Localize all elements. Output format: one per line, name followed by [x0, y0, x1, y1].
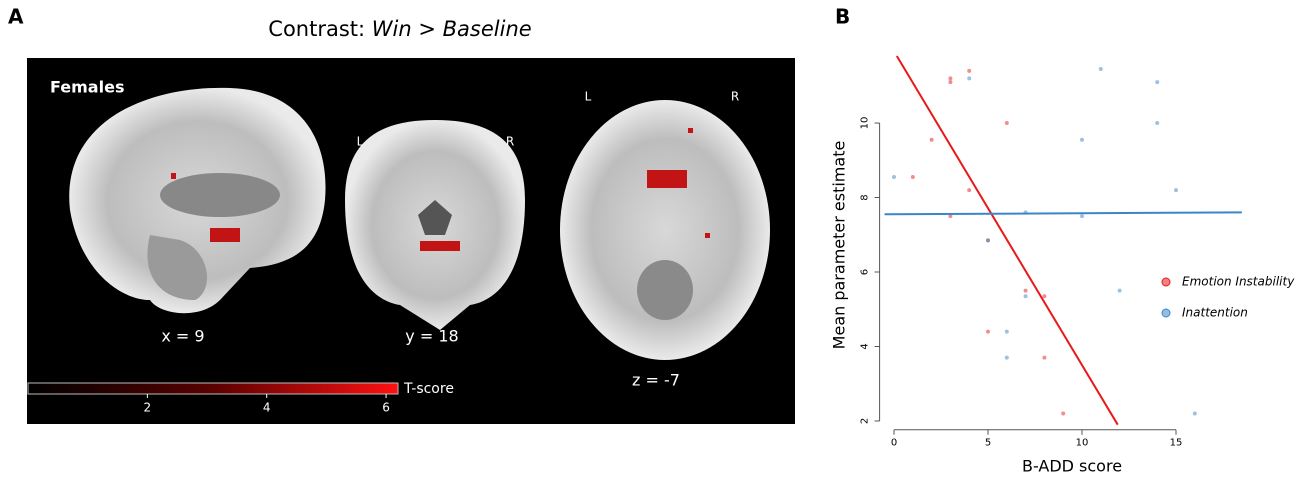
brain-coronal: [345, 120, 525, 330]
data-point: [1023, 288, 1028, 293]
brain-sagittal: [69, 87, 326, 314]
data-point: [1192, 411, 1197, 416]
legend-label: Inattention: [1182, 306, 1248, 320]
data-point: [1042, 294, 1047, 299]
data-point: [1042, 355, 1047, 360]
data-point: [929, 137, 934, 142]
data-point: [948, 76, 953, 81]
y-tick-label: 8: [860, 194, 871, 200]
data-point: [1004, 355, 1009, 360]
title-emphasis: Win > Baseline: [372, 17, 532, 41]
data-point: [986, 238, 990, 243]
colorbar: [27, 382, 399, 395]
x-tick-label: 0: [891, 438, 897, 449]
panel-a-annotations: x = 9 y = 18 L Rz = -7 L R T-score 2 4 6: [27, 90, 739, 415]
scatter-chart: B B-ADD score Mean parameter estimate 0 5 10 1…: [830, 5, 1296, 476]
data-point: [1080, 214, 1084, 219]
data-point: [892, 175, 896, 180]
group-label: Females: [50, 78, 124, 97]
data-point: [1174, 188, 1178, 193]
fit-line: [884, 211, 1242, 216]
data-point: [1098, 67, 1103, 72]
data-point: [1080, 137, 1084, 142]
hemisphere-label: L: [585, 90, 592, 104]
data-point: [910, 175, 915, 180]
panel-label: A: [8, 5, 24, 29]
x-tick-label: 10: [1076, 438, 1089, 449]
data-point: [986, 329, 990, 334]
legend-marker: [1161, 277, 1171, 287]
hemisphere-label: R: [506, 135, 514, 149]
y-tick-label: 4: [860, 343, 871, 349]
data-point: [948, 214, 953, 219]
panel-title: Contrast: Win > Baseline: [268, 17, 531, 41]
hemisphere-label: L: [357, 135, 364, 149]
colorbar-tick-label: 6: [382, 401, 390, 415]
hemisphere-label: R: [731, 90, 739, 104]
data-point: [1117, 288, 1122, 293]
data-point: [967, 68, 972, 73]
y-tick-label: 6: [860, 269, 871, 275]
colorbar-tick-label: 2: [144, 401, 152, 415]
y-axis-title: Mean parameter estimate: [830, 141, 849, 350]
data-point: [967, 188, 972, 193]
view-label: x = 9: [161, 327, 204, 346]
view-label: y = 18: [405, 327, 458, 346]
y-tick-label: 2: [860, 418, 871, 424]
legend-label: Emotion Instability: [1182, 275, 1295, 289]
data-point: [1155, 121, 1160, 126]
data-point: [1155, 80, 1160, 85]
view-label: z = -7: [632, 371, 680, 390]
x-tick-label: 15: [1170, 438, 1183, 449]
colorbar-tick-label: 4: [263, 401, 271, 415]
title-prefix: Contrast:: [268, 17, 365, 41]
fit-line: [895, 55, 1119, 426]
panel-label: B: [835, 5, 850, 29]
data-point: [1004, 329, 1009, 334]
y-tick-label: 10: [860, 117, 871, 130]
colorbar-label: T-score: [403, 381, 454, 397]
brain-axial: [560, 100, 770, 360]
x-axis-title: B-ADD score: [1022, 457, 1122, 476]
data-point: [1061, 411, 1066, 416]
legend-marker: [1161, 308, 1171, 318]
x-tick-label: 5: [985, 438, 991, 449]
data-point: [1004, 121, 1009, 126]
data-point: [1023, 294, 1028, 299]
data-point: [948, 80, 953, 85]
data-point: [967, 76, 972, 81]
